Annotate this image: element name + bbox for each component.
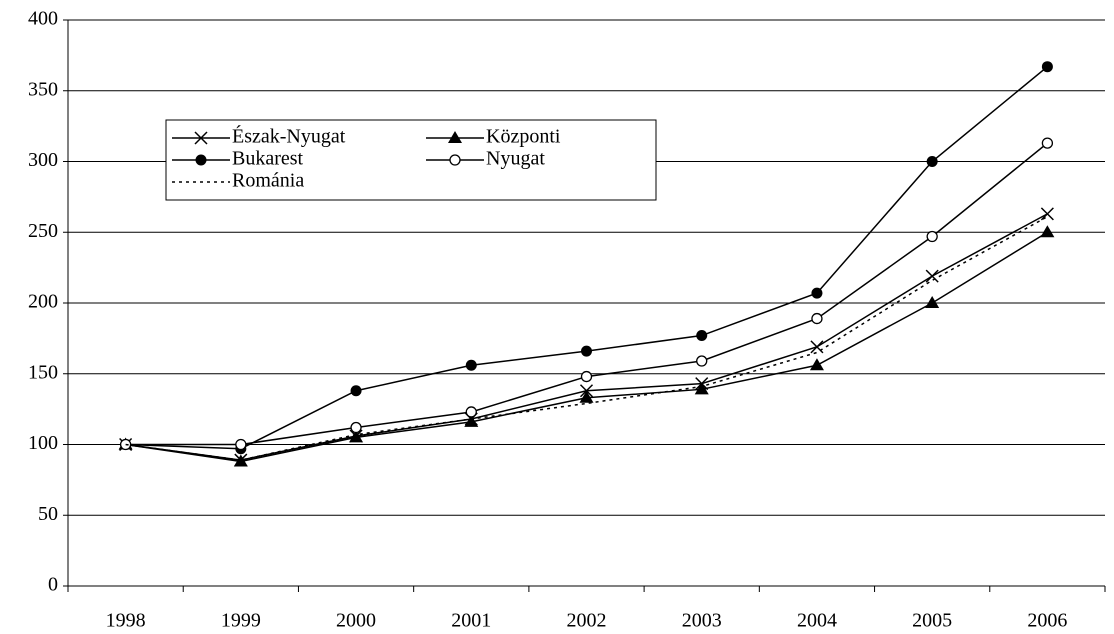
marker (448, 131, 462, 143)
y-tick-label: 50 (38, 503, 58, 525)
legend-label: Központi (486, 126, 561, 148)
marker (195, 154, 207, 166)
marker (235, 438, 247, 451)
legend-label: Észak-Nyugat (232, 125, 346, 148)
legend-box (165, 119, 657, 201)
x-tick-label: 2000 (336, 610, 376, 632)
y-tick-label: 100 (28, 432, 58, 454)
marker (579, 390, 594, 403)
marker (810, 340, 824, 354)
marker (925, 269, 939, 283)
x-tick-label: 2003 (682, 610, 722, 632)
legend-label: Bukarest (232, 148, 304, 170)
marker (1041, 137, 1054, 149)
legend-label: Románia (232, 170, 304, 192)
marker (465, 359, 477, 371)
marker (233, 454, 248, 467)
marker (194, 131, 208, 145)
x-tick-label: 1998 (106, 610, 146, 632)
y-tick-label: 150 (28, 361, 58, 383)
marker (811, 312, 823, 325)
marker (1040, 225, 1055, 238)
marker (926, 230, 938, 243)
marker (349, 430, 364, 443)
y-tick-label: 350 (28, 78, 58, 100)
x-tick-label: 1999 (221, 610, 261, 632)
x-tick-label: 2002 (567, 610, 607, 632)
y-tick-label: 200 (28, 291, 58, 313)
x-tick-label: 2006 (1027, 610, 1067, 632)
marker (1041, 61, 1053, 73)
marker (581, 345, 592, 357)
marker (809, 358, 824, 371)
marker (580, 370, 593, 383)
marker (811, 287, 823, 299)
series-line (125, 213, 1048, 461)
y-tick-label: 400 (28, 8, 58, 30)
x-tick-label: 2005 (912, 610, 952, 632)
marker (925, 296, 940, 308)
marker (1040, 207, 1054, 221)
marker (696, 330, 708, 342)
marker (926, 156, 938, 167)
marker (694, 382, 709, 395)
x-tick-label: 2004 (797, 610, 837, 632)
marker (350, 385, 362, 397)
marker (696, 355, 708, 367)
series-line (125, 216, 1048, 461)
legend-label: Nyugat (486, 148, 545, 170)
y-tick-label: 250 (28, 220, 58, 242)
marker (449, 154, 461, 166)
y-tick-label: 300 (28, 149, 58, 171)
marker (350, 421, 362, 434)
y-tick-label: 0 (48, 574, 58, 596)
marker (464, 414, 479, 427)
marker (579, 384, 594, 398)
marker (465, 406, 477, 418)
x-tick-label: 2001 (451, 610, 491, 632)
